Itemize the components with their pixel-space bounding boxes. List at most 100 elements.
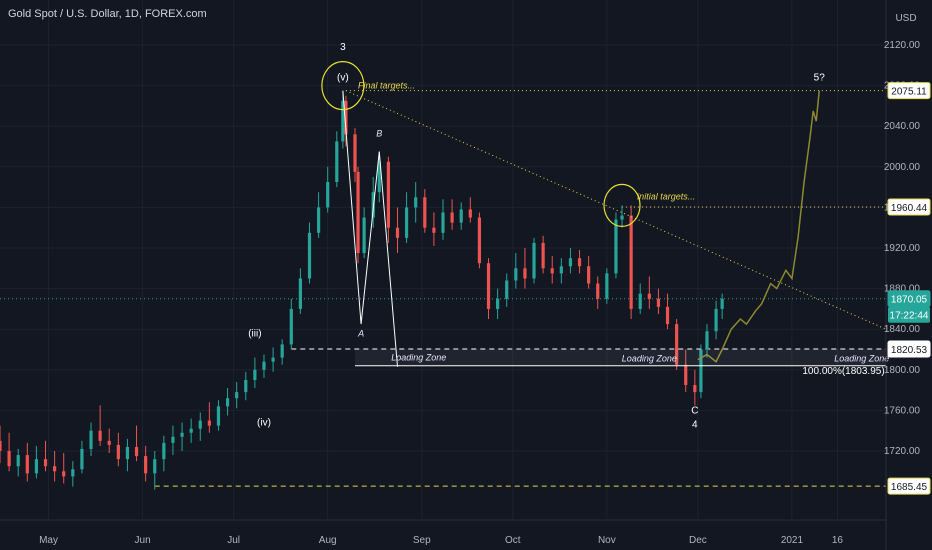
candle-body (496, 298, 500, 309)
candle-body (298, 278, 302, 309)
candle-body (353, 134, 357, 172)
candle-body (153, 459, 157, 474)
candle-body (684, 364, 688, 386)
candle-body (289, 308, 293, 345)
candle-body (550, 268, 554, 274)
candle-body (596, 283, 600, 299)
candle-body (53, 466, 57, 472)
candle-body (477, 217, 482, 264)
price-tag: 1820.53 (887, 340, 931, 358)
y-tick-label: 1760.00 (884, 405, 921, 416)
candle-body (459, 209, 463, 223)
candle-body (629, 215, 633, 309)
candle-body (71, 469, 75, 477)
candle-body (656, 298, 661, 307)
price-tag-label: 1870.05 (891, 295, 928, 306)
currency-label: USD (895, 13, 916, 24)
label-wave-iii: (iii) (248, 328, 261, 339)
price-tag-box (887, 82, 931, 100)
y-tick-label: 2000.00 (884, 162, 921, 173)
candle-body (620, 215, 624, 220)
label-wave-v: (v) (337, 73, 349, 84)
price-tag: 1870.05 (887, 290, 931, 308)
label-wave-5q: 5? (814, 73, 826, 84)
price-tag-box (887, 340, 931, 358)
label-initial-targets: initial targets... (637, 191, 695, 201)
candle-body (116, 444, 120, 460)
candle-body (316, 207, 321, 233)
x-tick-label: Jul (227, 535, 240, 546)
annotation-overlay: 3 (v) Final targets... initial targets... 5?… (248, 42, 889, 431)
candle-body (62, 471, 66, 477)
candle-body (80, 448, 84, 470)
candle-body (326, 182, 330, 208)
candle-body (134, 446, 139, 457)
candle-body (638, 293, 642, 309)
label-fib-100: 100.00%(1803.95) (802, 366, 884, 377)
candle-body (244, 379, 248, 393)
price-tag-box (887, 477, 931, 495)
candle-body (180, 432, 184, 437)
candle-body (505, 280, 509, 299)
label-final-targets: Final targets... (358, 81, 415, 91)
candle-body (207, 420, 211, 426)
candle-body (271, 357, 275, 362)
candle-body (225, 398, 230, 407)
candle-body (587, 266, 591, 284)
label-wave-c: C (691, 405, 698, 416)
candle-body (514, 268, 518, 281)
candle-body (253, 369, 257, 380)
candle-body (262, 361, 266, 370)
candle-body (162, 442, 166, 460)
candle-body (280, 344, 284, 358)
label-wave-4: 4 (692, 420, 698, 431)
candle-body (89, 430, 93, 449)
candle-body (432, 227, 436, 233)
candle-body (720, 298, 724, 309)
x-tick-label: Dec (689, 535, 707, 546)
candle-body (665, 306, 670, 325)
candle-body (0, 440, 2, 451)
candle-body (486, 263, 491, 309)
candle-body (423, 197, 427, 228)
candle-body (647, 293, 651, 299)
candle-body (605, 273, 609, 299)
price-tag: 1960.44 (887, 198, 931, 216)
candle-body (523, 268, 527, 279)
candle-body (125, 446, 130, 460)
label-loading-zone-1: Loading Zone (391, 353, 446, 363)
y-tick-label: 1880.00 (884, 284, 921, 295)
candle-body (171, 436, 175, 443)
loading-zone-band (355, 348, 886, 366)
candle-body (568, 258, 573, 267)
y-tick-label: 2040.00 (884, 121, 921, 132)
candle-body (614, 219, 618, 274)
y-tick-label: 2120.00 (884, 40, 921, 51)
label-wave-b: B (376, 128, 382, 138)
candle-body (98, 430, 102, 441)
candle-body (7, 451, 11, 467)
candle-body (559, 266, 563, 274)
projection-line (697, 90, 820, 363)
x-tick-label: Jun (135, 535, 151, 546)
candle-body (216, 406, 221, 426)
abc-wave-line (342, 90, 398, 367)
candle-body (468, 209, 472, 218)
y-tick-label: 1840.00 (884, 324, 921, 335)
candle-body (235, 392, 239, 399)
x-tick-label: Aug (319, 535, 337, 546)
candle-body (693, 385, 697, 393)
candle-body (307, 232, 312, 279)
label-wave-iv: (iv) (257, 418, 271, 429)
x-tick-label: May (39, 535, 58, 546)
chart-title: Gold Spot / U.S. Dollar, 1D, FOREX.com (8, 8, 207, 20)
price-tag-label: 2075.11 (891, 87, 927, 98)
candle-body (441, 212, 445, 233)
candle-body (335, 141, 339, 183)
candle-body (541, 242, 545, 269)
price-tag-box (887, 198, 931, 216)
candle-body (532, 242, 536, 279)
